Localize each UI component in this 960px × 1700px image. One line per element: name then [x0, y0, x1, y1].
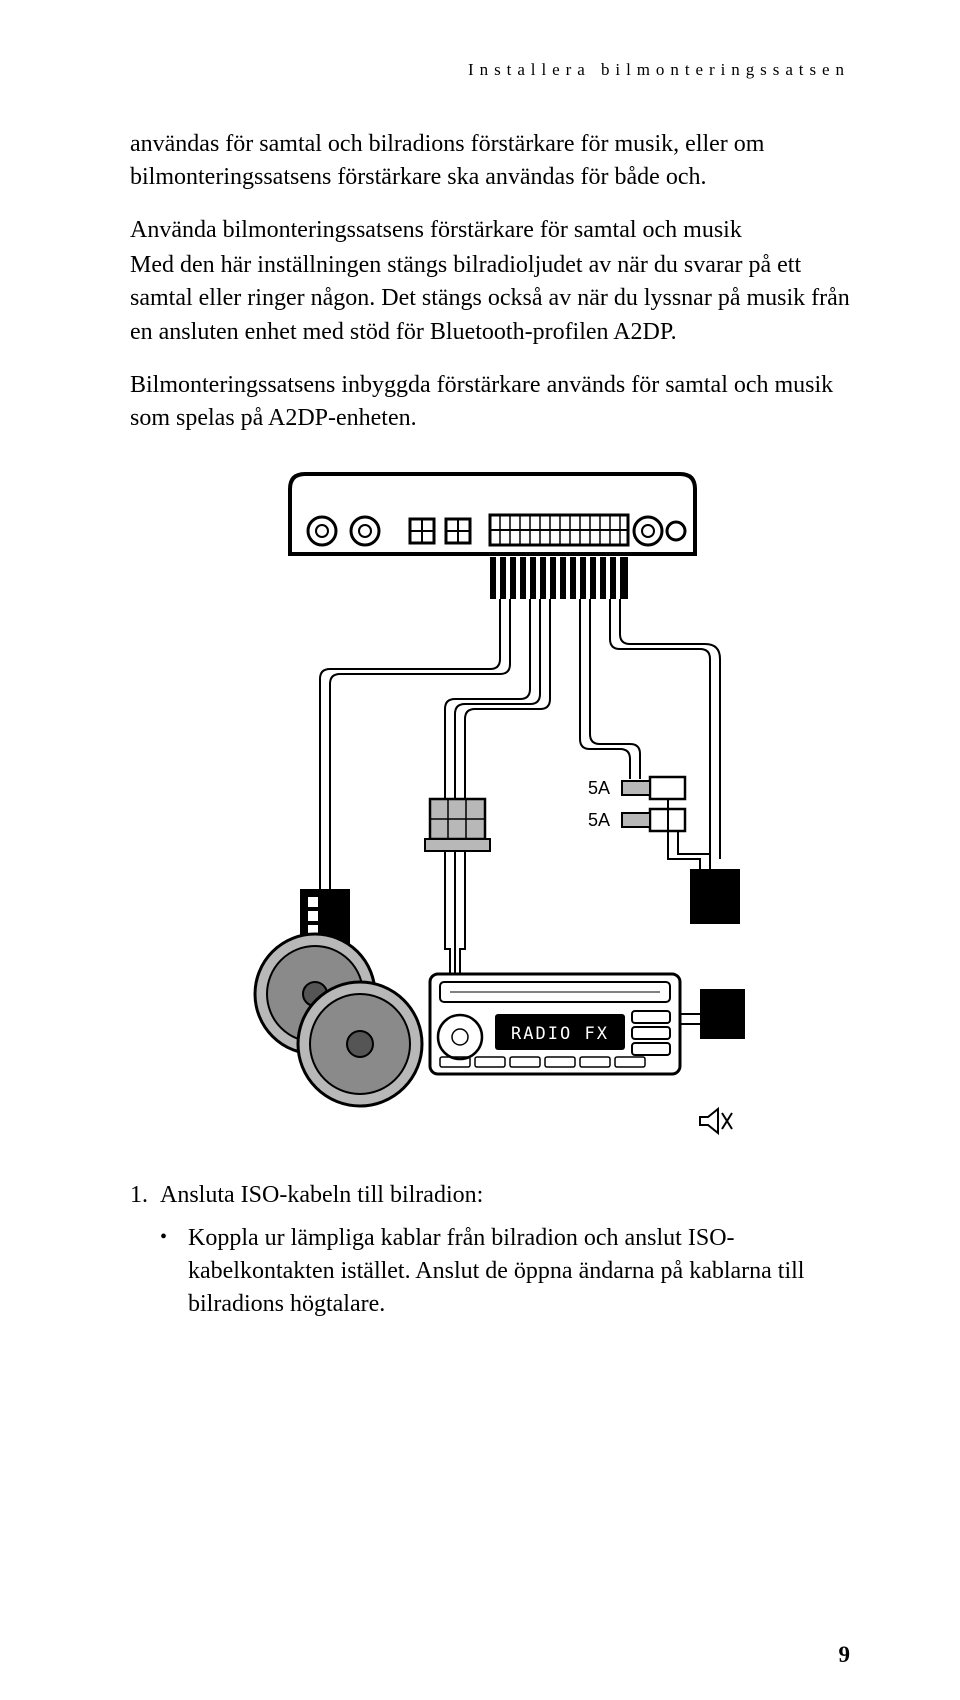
iso-connector [425, 799, 490, 851]
paragraph-1: användas för samtal och bilradions först… [130, 128, 850, 194]
fuse-1: 5A [588, 777, 685, 799]
subheading: Använda bilmonteringssatsens förstärkare… [130, 214, 850, 247]
bullet-text: Koppla ur lämpliga kablar från bilradion… [188, 1222, 850, 1321]
page-header: Installera bilmonteringssatsen [130, 60, 850, 80]
paragraph-3: Bilmonteringssatsens inbyggda förstärkar… [130, 369, 850, 435]
bullet-marker: • [160, 1222, 188, 1321]
paragraph-2: Med den här inställningen stängs bilradi… [130, 249, 850, 348]
right-connector-1 [690, 869, 740, 924]
fuse-2-label: 5A [588, 810, 610, 830]
radio-display-text: RADIO FX [511, 1024, 609, 1044]
list-number: 1. [130, 1179, 160, 1212]
list-item-1: 1. Ansluta ISO-kabeln till bilradion: [130, 1179, 850, 1212]
fuse-1-label: 5A [588, 778, 610, 798]
wires [320, 599, 720, 889]
page-number: 9 [839, 1642, 851, 1668]
diagram-svg: 5A 5A [200, 459, 780, 1159]
right-connector-2 [680, 989, 745, 1039]
control-unit [290, 474, 695, 554]
mute-icon [700, 1109, 732, 1133]
speaker-front [298, 982, 422, 1106]
list-text: Ansluta ISO-kabeln till bilradion: [160, 1179, 483, 1212]
fuse-2: 5A [588, 809, 685, 831]
cable-bundle [490, 557, 628, 599]
car-radio: RADIO FX [430, 974, 680, 1074]
bullet-item-1: • Koppla ur lämpliga kablar från bilradi… [130, 1222, 850, 1321]
wiring-diagram: 5A 5A [130, 459, 850, 1159]
